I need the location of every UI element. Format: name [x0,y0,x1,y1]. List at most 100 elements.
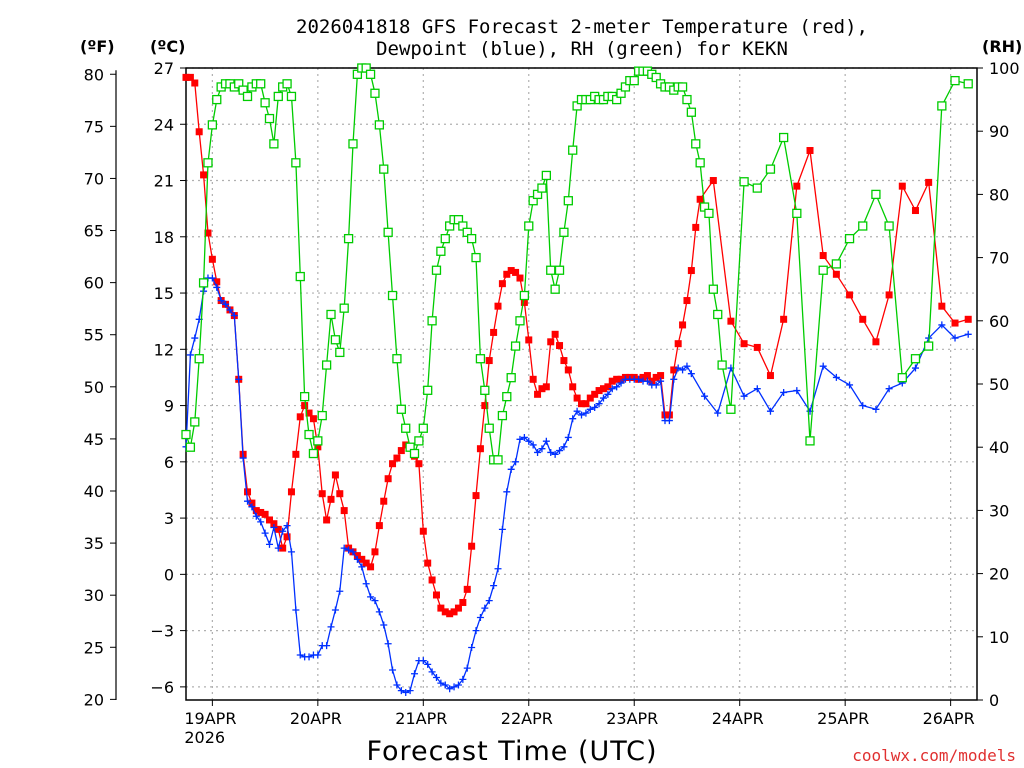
rh-tick-label: 50 [989,375,1009,394]
dewpoint-point [274,544,282,552]
dewpoint-point [643,377,651,385]
dewpoint-point [520,433,528,441]
dewpoint-point [244,497,252,505]
dewpoint-point [248,503,256,511]
dewpoint-point [362,580,370,588]
dewpoint-point [846,381,854,389]
dewpoint-point [353,555,361,563]
rh-point [537,183,547,193]
rh-point [190,417,200,427]
temperature-point [389,460,397,468]
temperature-point [292,450,300,458]
rh-point [884,221,894,231]
temperature-point [578,400,585,408]
temperature-point [301,402,309,410]
rh-point [717,360,727,370]
x-tick-sublabel: 2026 [184,728,225,747]
dewpoint-point [393,681,401,689]
temperature-point [490,328,498,336]
dewpoint-point [832,373,840,381]
dewpoint-point [441,681,449,689]
dewpoint-point [349,548,357,556]
dewpoint-point [402,688,410,696]
rh-point [418,423,428,433]
temperature-point [279,544,287,552]
dewpoint-point [859,402,867,410]
temperature-point [248,499,256,507]
x-tick-label: 23APR [606,709,658,728]
fahrenheit-tick-label: 60 [84,274,104,293]
rh-point [805,436,815,446]
rh-point [414,436,424,446]
rh-point [519,290,530,301]
temperature-point [657,372,665,380]
rh-point [431,265,442,275]
x-tick-label: 19APR [184,709,236,728]
chart-title-line2: Dewpoint (blue), RH (green) for KEKN [376,38,788,60]
dewpoint-point [257,518,265,526]
temperature-point [415,460,423,468]
rh-point [335,347,345,358]
dewpoint-point [652,381,660,389]
rh-point [546,265,556,275]
temperature-point [692,223,700,231]
temperature-point [371,548,379,556]
dewpoint-point [419,657,427,665]
rh-point [484,423,494,433]
temperature-point [362,559,370,567]
dewpoint-point [432,673,440,681]
temperature-point [564,366,572,374]
dewpoint-point [547,448,555,456]
temperature-point [670,366,678,374]
fahrenheit-tick-label: 70 [84,169,104,188]
temperature-point [608,377,616,385]
rh-point [910,354,921,364]
fahrenheit-tick-label: 20 [84,690,104,709]
fahrenheit-tick-label: 40 [84,482,104,501]
rh-point [181,429,191,440]
temperature-point [727,317,735,325]
fahrenheit-tick-label: 55 [84,326,104,345]
temperature-point [450,608,458,616]
rh-point [739,177,749,187]
dewpoint-point [327,623,335,631]
rh-point [704,208,714,219]
dewpoint-point [573,407,581,415]
dewpoint-point [964,330,972,338]
temperature-point [213,278,221,286]
rh-point [550,284,560,294]
dewpoint-point [186,351,194,359]
temperature-point [525,336,533,344]
celsius-tick-label: 24 [154,115,174,134]
dewpoint-point [472,627,480,635]
dewpoint-point [753,385,761,393]
temperature-point [340,507,348,515]
rh-point [317,410,327,421]
temperature-point [652,373,660,381]
rh-point [242,91,253,102]
rh-point [818,265,828,275]
dewpoint-point [516,435,524,443]
rh-point [282,79,292,89]
dewpoint-point [358,563,366,571]
dewpoint-point [674,364,682,372]
dewpoint-point [446,685,454,693]
temperature-point [613,375,621,383]
dewpoint-point [885,385,893,393]
temperature-point [186,73,194,81]
fahrenheit-tick-label: 35 [84,534,104,553]
dewpoint-point [793,387,801,395]
rh-point [339,303,349,313]
dewpoint-point [424,660,432,668]
fahrenheit-tick-label: 80 [84,65,104,84]
temperature-point [503,270,511,278]
temperature-point [468,542,476,550]
temperature-point [485,357,493,365]
temperature-point [643,372,651,380]
dewpoint-point [367,593,375,601]
rh-tick-label: 10 [989,628,1009,647]
temperature-point [463,585,471,593]
temperature-point [393,454,401,462]
rh-point [185,442,196,452]
dewpoint-point [208,274,216,282]
